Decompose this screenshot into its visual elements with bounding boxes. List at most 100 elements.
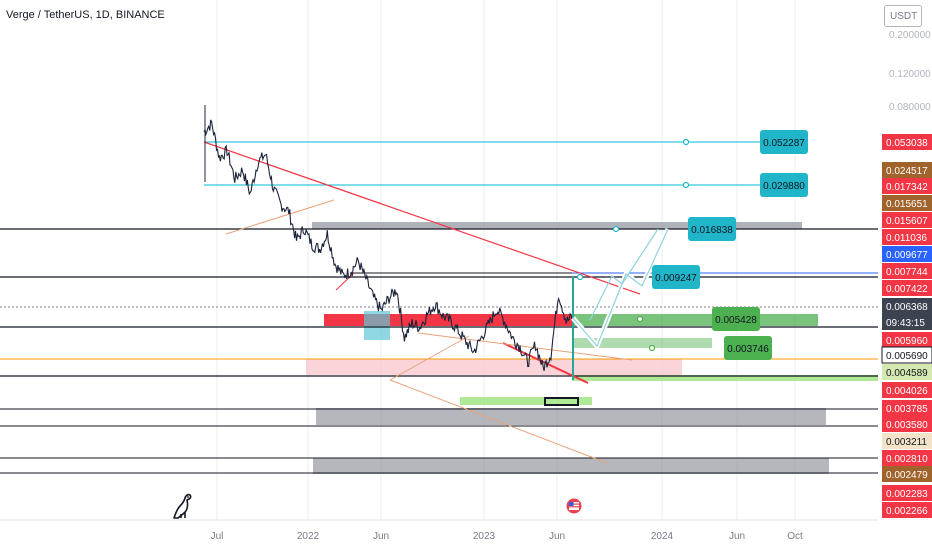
target-label-text: 0.016838 bbox=[691, 225, 733, 236]
price-axis-label: 0.002810 bbox=[882, 450, 932, 466]
price-label-text: 0.002479 bbox=[886, 470, 928, 481]
price-label-text: 0.006368 bbox=[886, 302, 928, 313]
price-axis-label: 0.002266 bbox=[882, 502, 932, 518]
price-label-text: 0.003580 bbox=[886, 420, 928, 431]
target-anchor-dot bbox=[612, 225, 620, 233]
price-axis-label: 09:43:15 bbox=[882, 314, 932, 330]
price-axis-label: 0.009677 bbox=[882, 246, 932, 262]
price-label-text: 0.017342 bbox=[886, 182, 928, 193]
price-label-box bbox=[882, 466, 932, 482]
descending-trendline bbox=[203, 141, 641, 295]
target-label-box bbox=[760, 130, 808, 154]
price-label-text: 0.002283 bbox=[886, 489, 928, 500]
price-label-box bbox=[882, 400, 932, 416]
price-label-text: 0.005690 bbox=[886, 351, 928, 362]
target-label-0.052287[interactable]: 0.052287 bbox=[682, 130, 809, 154]
price-label-box bbox=[882, 195, 932, 211]
price-label-box bbox=[882, 382, 932, 398]
target-label-text: 0.029880 bbox=[763, 181, 805, 192]
x-tick-label: 2023 bbox=[473, 531, 496, 542]
target-label-text: 0.009247 bbox=[655, 273, 697, 284]
x-tick-label: 2022 bbox=[297, 531, 320, 542]
price-label-box bbox=[882, 212, 932, 228]
price-axis-label: 0.007744 bbox=[882, 263, 932, 279]
symbol-title: Verge / TetherUS, 1D, BINANCE bbox=[6, 9, 165, 21]
bottom-box bbox=[544, 397, 579, 406]
price-label-box bbox=[882, 502, 932, 518]
target-label-0.003746[interactable]: 0.003746 bbox=[648, 336, 773, 360]
price-label-box bbox=[882, 433, 932, 449]
price-label-text: 0.024517 bbox=[886, 166, 928, 177]
price-axis-label: 0.005960 bbox=[882, 332, 932, 348]
price-label-text: 0.015607 bbox=[886, 216, 928, 227]
price-label-box bbox=[882, 364, 932, 380]
price-label-box bbox=[882, 450, 932, 466]
price-axis-label: 0.053038 bbox=[882, 134, 932, 150]
price-label-text: 0.015651 bbox=[886, 199, 928, 210]
price-label-box bbox=[882, 280, 932, 296]
target-label-box bbox=[688, 217, 736, 241]
price-axis-label: 0.005690 bbox=[881, 346, 932, 364]
price-line bbox=[203, 119, 575, 372]
target-label-box bbox=[760, 173, 808, 197]
x-tick-label: Jun bbox=[549, 531, 565, 542]
target-label-box bbox=[712, 307, 760, 331]
price-label-text: 0.004026 bbox=[886, 386, 928, 397]
price-axis-label: 0.006368 bbox=[882, 298, 932, 314]
trend-channel-line bbox=[417, 332, 633, 361]
x-tick-label: Jun bbox=[729, 531, 745, 542]
target-anchor-dot bbox=[648, 344, 656, 352]
price-label-text: 0.011036 bbox=[886, 233, 927, 244]
price-label-box bbox=[882, 298, 932, 314]
us-flag-event-icon[interactable] bbox=[566, 498, 582, 514]
y-tick-label: 0.080000 bbox=[889, 102, 931, 113]
price-label-box bbox=[881, 346, 932, 364]
price-label-box bbox=[882, 332, 932, 348]
demand-zone-gray bbox=[313, 458, 829, 474]
price-axis-label: 0.003785 bbox=[882, 400, 932, 416]
price-label-box bbox=[882, 246, 932, 262]
trend-channel-line bbox=[389, 335, 470, 381]
price-axis-label: 0.011036 bbox=[882, 229, 932, 245]
target-label-0.005428[interactable]: 0.005428 bbox=[636, 307, 761, 331]
y-tick-label: 0.120000 bbox=[889, 69, 931, 80]
price-label-text: 0.007744 bbox=[886, 267, 928, 278]
trend-channel-line bbox=[389, 379, 608, 464]
x-tick-label: Oct bbox=[787, 531, 803, 542]
demand-zone-gray bbox=[316, 408, 826, 425]
target-anchor-dot bbox=[682, 181, 690, 189]
projection-path bbox=[589, 228, 659, 321]
target-anchor-dot bbox=[682, 138, 690, 146]
target-label-text: 0.003746 bbox=[727, 344, 769, 355]
price-label-text: 0.053038 bbox=[886, 138, 928, 149]
price-label-box bbox=[882, 314, 932, 330]
resistance-zone bbox=[312, 222, 802, 229]
y-tick-label: 0.200000 bbox=[889, 30, 931, 41]
target-box bbox=[572, 338, 712, 348]
trend-channel-line bbox=[335, 272, 355, 291]
support-band bbox=[572, 375, 878, 381]
x-tick-label: Jun bbox=[373, 531, 389, 542]
price-label-text: 0.007422 bbox=[886, 284, 928, 295]
price-axis-label: 0.015607 bbox=[882, 212, 932, 228]
price-label-box bbox=[882, 134, 932, 150]
price-axis-label: 0.002283 bbox=[882, 485, 932, 501]
price-axis-label: 0.004589 bbox=[882, 364, 932, 380]
target-label-text: 0.052287 bbox=[763, 138, 805, 149]
target-anchor-dot bbox=[636, 315, 644, 323]
price-label-text: 0.002266 bbox=[886, 506, 928, 517]
price-label-box bbox=[882, 229, 932, 245]
price-label-text: 0.002810 bbox=[886, 454, 928, 465]
price-label-text: 0.003785 bbox=[886, 404, 928, 415]
price-label-box bbox=[882, 263, 932, 279]
trend-channel-line bbox=[225, 199, 335, 235]
price-axis-label: 0.024517 bbox=[882, 162, 932, 178]
target-label-0.009247[interactable]: 0.009247 bbox=[576, 265, 701, 289]
price-label-box bbox=[882, 416, 932, 432]
target-label-0.029880[interactable]: 0.029880 bbox=[682, 173, 809, 197]
target-label-0.016838[interactable]: 0.016838 bbox=[612, 217, 737, 241]
target-anchor-dot bbox=[576, 273, 584, 281]
consolidation-box bbox=[364, 311, 390, 340]
currency-unit-button[interactable]: USDT bbox=[884, 5, 922, 27]
